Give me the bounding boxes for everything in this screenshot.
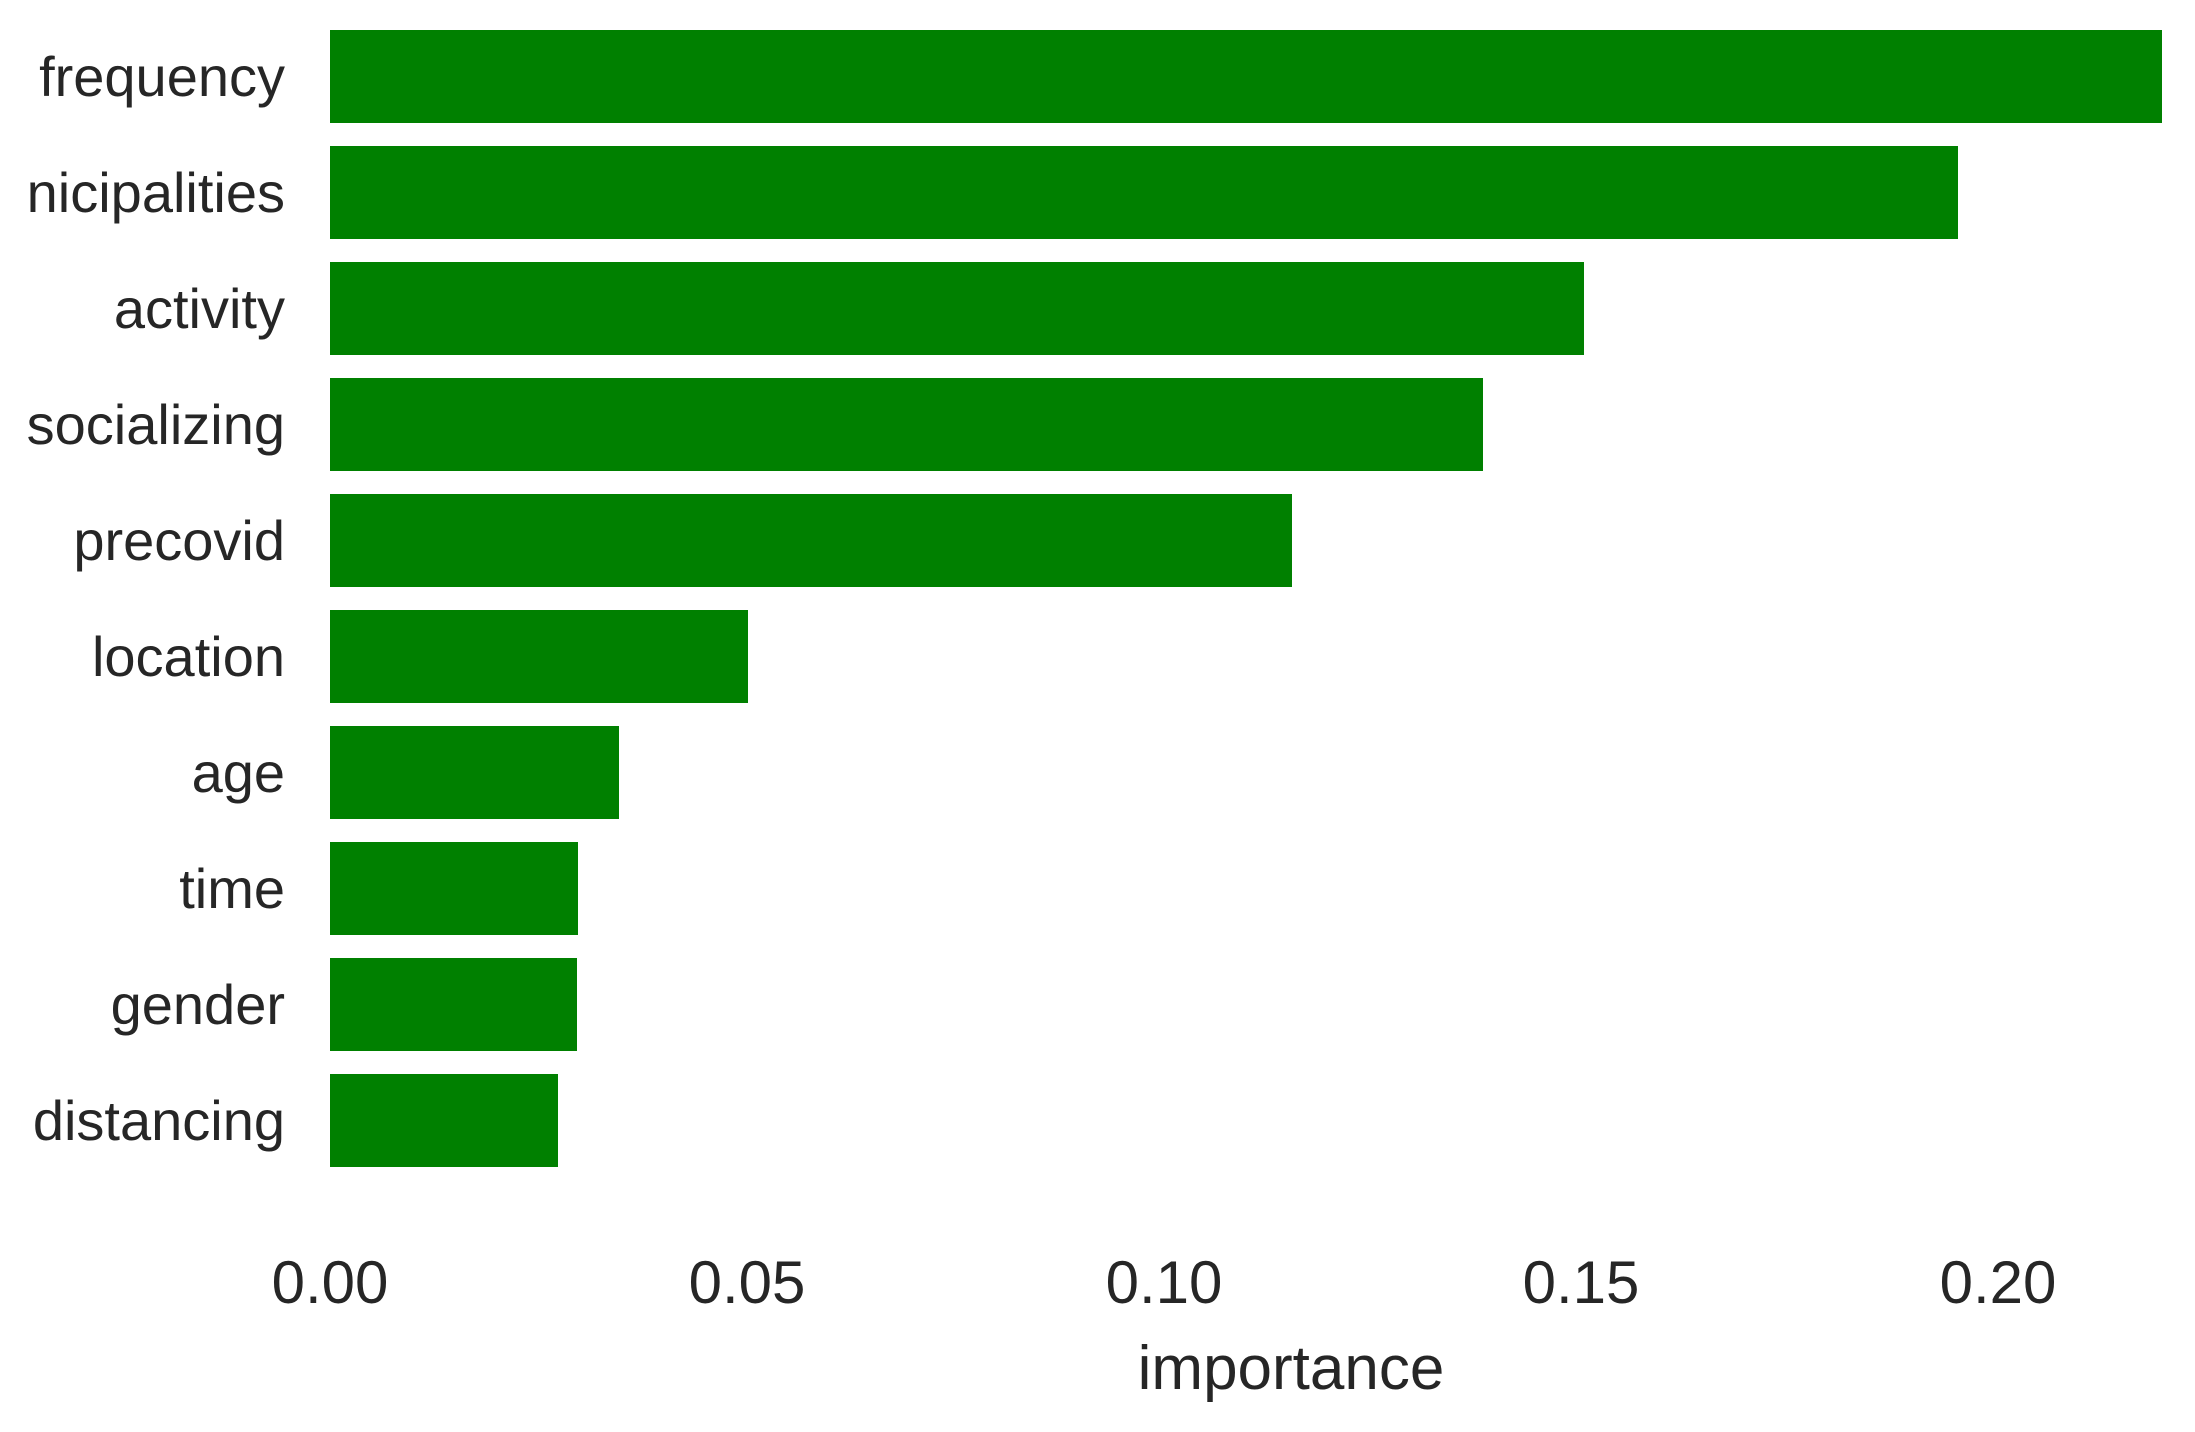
importance-bar — [330, 1074, 558, 1167]
category-label: activity — [113, 276, 285, 340]
x-axis-title: importance — [1137, 1334, 1445, 1403]
x-axis-tick-label: 0.00 — [271, 1249, 389, 1316]
category-label: distancing — [32, 1088, 285, 1152]
x-axis-tick-label: 0.10 — [1105, 1249, 1223, 1316]
category-label: gender — [110, 972, 285, 1036]
category-label: socializing — [26, 392, 285, 456]
category-label: nicipalities — [26, 160, 285, 224]
x-axis-tick-label: 0.15 — [1522, 1249, 1640, 1316]
x-axis-tick-label: 0.05 — [688, 1249, 806, 1316]
importance-bar — [330, 842, 578, 935]
importance-bar — [330, 494, 1292, 587]
importance-bar — [330, 146, 1958, 239]
category-label: location — [91, 624, 285, 688]
importance-bar — [330, 30, 2162, 123]
importance-bar — [330, 610, 748, 703]
category-label: age — [191, 740, 285, 804]
importance-bar — [330, 958, 577, 1051]
category-label: frequency — [39, 44, 285, 108]
importance-bar — [330, 262, 1584, 355]
importance-bar — [330, 726, 619, 819]
category-label: precovid — [73, 508, 285, 572]
importance-bar — [330, 378, 1483, 471]
category-label: time — [179, 856, 285, 920]
x-axis-tick-label: 0.20 — [1939, 1249, 2057, 1316]
